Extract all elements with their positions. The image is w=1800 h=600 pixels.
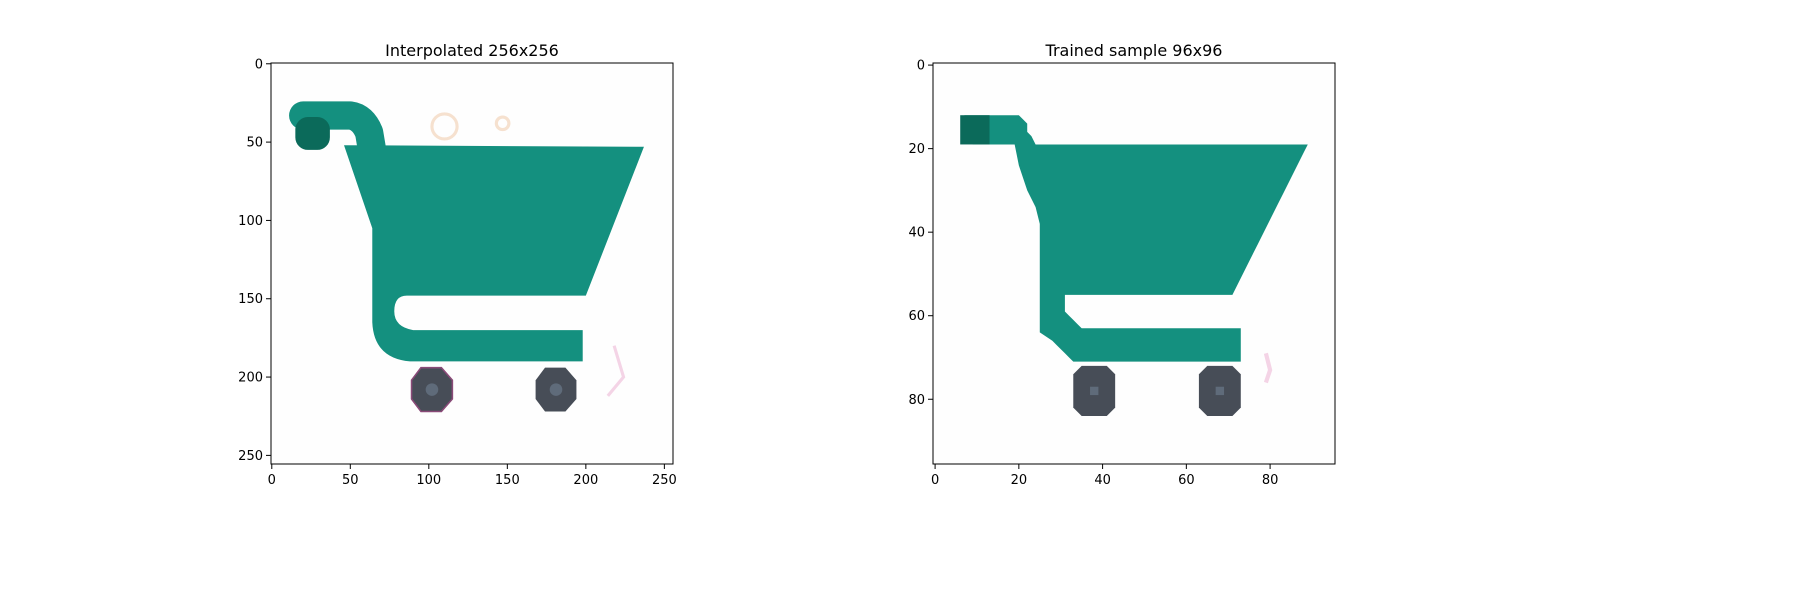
y-tick-label: 80 [908, 393, 925, 408]
x-tick-label: 20 [1011, 473, 1028, 488]
x-axis-right: 0 20 40 60 80 [931, 464, 1278, 488]
interpolated-cart-image [271, 63, 673, 464]
x-tick-label: 60 [1178, 473, 1195, 488]
x-axis-left: 0 50 100 150 200 250 [268, 464, 677, 488]
y-tick-label: 60 [908, 309, 925, 324]
y-tick-label: 150 [238, 292, 263, 307]
x-tick-label: 40 [1094, 473, 1111, 488]
x-tick-label: 50 [342, 473, 359, 488]
y-tick-label: 250 [238, 449, 263, 464]
y-axis-left: 0 50 100 150 200 250 [238, 57, 271, 464]
y-tick-label: 50 [246, 136, 263, 151]
axes-frame-right [932, 62, 1336, 465]
y-tick-label: 0 [917, 59, 925, 74]
x-tick-label: 0 [931, 473, 939, 488]
y-tick-label: 200 [238, 371, 263, 386]
y-tick-label: 0 [255, 57, 263, 72]
y-tick-label: 40 [908, 226, 925, 241]
left-panel: Interpolated 256x256 0 50 100 150 200 250 0 50… [238, 41, 677, 488]
chart-title-left: Interpolated 256x256 [385, 41, 559, 60]
y-tick-label: 100 [238, 214, 263, 229]
trained-sample-cart-image [933, 63, 1335, 464]
x-tick-label: 0 [268, 473, 276, 488]
axes-frame-left [270, 62, 674, 465]
right-panel: Trained sample 96x96 0 20 40 60 80 0 20 40 60 80 [908, 41, 1336, 488]
x-tick-label: 100 [416, 473, 441, 488]
x-tick-label: 250 [652, 473, 677, 488]
x-tick-label: 150 [495, 473, 520, 488]
x-tick-label: 200 [573, 473, 598, 488]
chart-title-right: Trained sample 96x96 [1045, 41, 1223, 60]
y-axis-right: 0 20 40 60 80 [908, 59, 933, 408]
x-tick-label: 80 [1262, 473, 1279, 488]
y-tick-label: 20 [908, 142, 925, 157]
